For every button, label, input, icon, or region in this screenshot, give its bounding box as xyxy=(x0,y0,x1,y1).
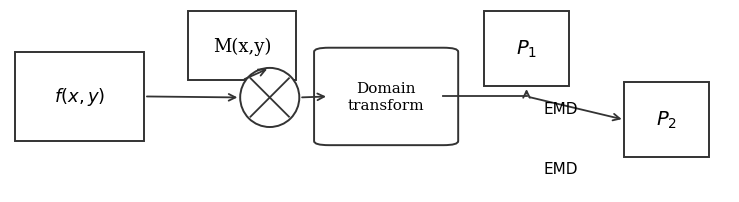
Text: EMD: EMD xyxy=(543,161,578,176)
FancyBboxPatch shape xyxy=(314,48,458,145)
Text: $f(x,y)$: $f(x,y)$ xyxy=(54,86,105,108)
Text: EMD: EMD xyxy=(543,102,578,117)
FancyBboxPatch shape xyxy=(484,12,569,87)
Text: M(x,y): M(x,y) xyxy=(213,37,271,56)
FancyBboxPatch shape xyxy=(624,83,709,158)
Text: $P_2$: $P_2$ xyxy=(656,110,678,131)
Text: $P_1$: $P_1$ xyxy=(516,39,537,60)
FancyBboxPatch shape xyxy=(188,12,296,81)
FancyBboxPatch shape xyxy=(15,53,144,141)
Ellipse shape xyxy=(240,68,299,127)
Text: Domain
transform: Domain transform xyxy=(348,82,424,112)
